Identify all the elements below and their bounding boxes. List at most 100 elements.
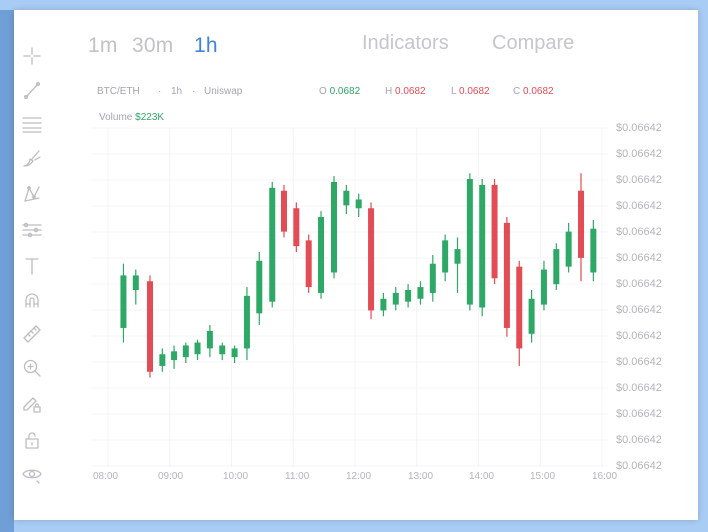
candle-body-down (578, 190, 585, 258)
magnet-icon[interactable] (22, 290, 42, 310)
price-tick-label: $0.06642 (616, 434, 662, 446)
background-top-band (0, 0, 708, 10)
volume-value: $223K (135, 112, 165, 123)
price-tick-label: $0.06642 (616, 408, 662, 420)
price-tick-label: $0.06642 (616, 148, 662, 160)
candle-body-up (454, 249, 461, 264)
price-tick-label: $0.06642 (616, 174, 662, 186)
candle-body-up (318, 217, 325, 293)
ohlc-high: H 0.0682 (385, 86, 426, 97)
candle-body-down (516, 266, 523, 349)
legend-separator: · (192, 86, 196, 97)
exchange-label: Uniswap (204, 86, 243, 97)
chart-card (14, 10, 698, 520)
sliders-icon[interactable] (22, 220, 42, 240)
time-tick-label: 09:00 (158, 471, 184, 482)
candle-body-up (479, 184, 486, 308)
eye-icon[interactable] (22, 464, 42, 484)
price-tick-label: $0.06642 (616, 278, 662, 290)
candle-body-up (206, 330, 213, 349)
candle-body-up (159, 354, 166, 366)
candle-body-down (305, 240, 312, 288)
candle-body-up (355, 199, 362, 209)
price-tick-label: $0.06642 (616, 122, 662, 134)
close-label: C (513, 86, 521, 97)
candle-body-up (194, 342, 201, 355)
time-tick-label: 13:00 (408, 471, 434, 482)
high-label: H (385, 86, 393, 97)
horizontal-lines-icon[interactable] (22, 114, 42, 134)
timeframe-1m[interactable]: 1m (88, 34, 118, 57)
time-tick-label: 12:00 (346, 471, 372, 482)
open-value: 0.0682 (329, 86, 361, 97)
candle-body-up (405, 290, 412, 302)
candle-body-up (442, 240, 449, 273)
interval-label: 1h (171, 86, 183, 97)
candle-body-up (343, 190, 350, 206)
candle-body-up (171, 351, 178, 361)
volume-label: Volume (99, 112, 133, 123)
time-tick-label: 16:00 (592, 471, 618, 482)
candle-body-up (243, 295, 250, 349)
candle-body-up (182, 345, 189, 358)
time-tick-label: 10:00 (223, 471, 249, 482)
candle-body-up (219, 345, 226, 355)
candle-body-up (553, 249, 560, 285)
candle-body-down (146, 281, 153, 372)
timeframe-30m[interactable]: 30m (132, 34, 174, 57)
candle-body-up (256, 260, 263, 314)
trend-line-icon[interactable] (22, 80, 42, 100)
candle-body-up (466, 179, 473, 305)
price-tick-label: $0.06642 (616, 304, 662, 316)
candle-body-down (491, 184, 498, 279)
candle-body-up (417, 287, 424, 299)
zoom-in-icon[interactable] (22, 358, 42, 378)
candle-body-up (392, 292, 399, 305)
low-label: L (451, 86, 457, 97)
candle-body-down (368, 208, 375, 311)
ohlc-close: C 0.0682 (513, 86, 554, 97)
timeframe-1h[interactable]: 1h (194, 34, 218, 57)
price-tick-label: $0.06642 (616, 252, 662, 264)
time-tick-label: 14:00 (469, 471, 495, 482)
indicators-button[interactable]: Indicators (362, 32, 449, 54)
candle-body-down (280, 190, 287, 232)
candle-body-up (590, 228, 597, 273)
candle-body-down (293, 208, 300, 247)
lock-icon[interactable] (22, 430, 42, 450)
candle-body-up (540, 269, 547, 305)
high-value: 0.0682 (395, 86, 426, 97)
background-bottom-band (14, 520, 708, 532)
crosshair-icon[interactable] (22, 46, 42, 66)
candle-body-up (429, 263, 436, 293)
pattern-icon[interactable] (22, 184, 42, 204)
low-value: 0.0682 (458, 86, 490, 97)
background-right-band (698, 10, 708, 532)
price-tick-label: $0.06642 (616, 226, 662, 238)
pair-label: BTC/ETH (97, 86, 140, 97)
candle-body-up (331, 181, 338, 273)
text-icon[interactable] (22, 256, 42, 276)
legend-separator: · (158, 86, 162, 97)
brush-icon[interactable] (22, 148, 42, 168)
candle-body-up (120, 275, 127, 328)
time-tick-label: 11:00 (285, 471, 310, 482)
ohlc-open: O 0.0682 (319, 86, 360, 97)
candle-body-up (380, 298, 387, 311)
open-label: O (319, 86, 327, 97)
volume-readout: Volume $223K (99, 112, 164, 123)
background-left-band (0, 10, 14, 532)
price-tick-label: $0.06642 (616, 382, 662, 394)
price-tick-label: $0.06642 (616, 200, 662, 212)
lock-drawing-icon[interactable] (22, 394, 42, 414)
ruler-icon[interactable] (22, 324, 42, 344)
price-tick-label: $0.06642 (616, 330, 662, 342)
close-value: 0.0682 (523, 86, 554, 97)
price-tick-label: $0.06642 (616, 460, 662, 472)
compare-button[interactable]: Compare (492, 32, 575, 54)
price-tick-label: $0.06642 (616, 356, 662, 368)
time-tick-label: 15:00 (530, 471, 556, 482)
ohlc-low: L 0.0682 (451, 86, 490, 97)
candle-body-up (528, 298, 535, 334)
